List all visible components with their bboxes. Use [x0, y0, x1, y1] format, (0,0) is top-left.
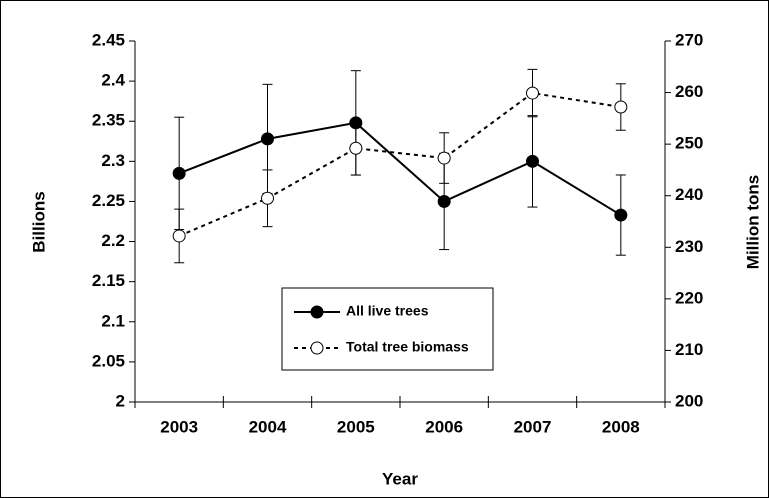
marker: [526, 86, 539, 100]
x-tick-label: 2003: [160, 417, 198, 436]
x-tick-label: 2007: [514, 417, 552, 436]
x-tick-label: 2006: [425, 417, 463, 436]
marker: [437, 151, 451, 165]
marker: [261, 132, 274, 146]
marker: [172, 166, 186, 180]
series-line: [178, 121, 622, 216]
x-tick-label: 2005: [337, 417, 375, 436]
y-tick-label: 2.05: [92, 351, 125, 370]
y-tick-label: 2.4: [101, 71, 125, 90]
legend-box: [281, 287, 494, 371]
legend-label: All live trees: [346, 303, 429, 319]
y-tick-label: 2.15: [92, 271, 125, 290]
y2-tick-label: 200: [675, 391, 703, 410]
legend-marker: [310, 341, 324, 355]
legend-label: Total tree biomass: [346, 339, 469, 355]
y-tick-label: 2.2: [101, 231, 125, 250]
y2-tick-label: 220: [675, 288, 703, 307]
series-line: [178, 92, 621, 237]
marker: [349, 141, 363, 155]
y2-tick-label: 250: [675, 134, 703, 153]
marker: [614, 208, 628, 222]
y2-tick-label: 260: [675, 82, 703, 101]
legend: All live trees Total tree biomass: [281, 287, 494, 371]
y2-tick-label: 210: [675, 340, 703, 359]
marker: [261, 191, 274, 205]
y2-tick-label: 240: [675, 185, 703, 204]
y-tick-label: 2.3: [101, 151, 125, 170]
x-axis-label: Year: [382, 469, 418, 488]
y-tick-label: 2: [116, 391, 125, 410]
y2-axis-label: Million tons: [743, 175, 762, 269]
y-axis-label: Billions: [29, 191, 48, 252]
x-tick-label: 2004: [249, 417, 287, 436]
marker: [526, 154, 539, 168]
y-tick-label: 2.1: [101, 311, 125, 330]
y-tick-label: 2.35: [92, 111, 125, 130]
marker: [172, 229, 186, 243]
y2-tick-label: 270: [675, 30, 703, 49]
x-tick-label: 2008: [602, 417, 640, 436]
legend-marker: [310, 305, 324, 319]
y-tick-label: 2.25: [92, 191, 125, 210]
marker: [614, 100, 628, 114]
y-tick-label: 2.45: [92, 30, 125, 49]
marker: [437, 194, 451, 208]
y2-tick-label: 230: [675, 237, 703, 256]
